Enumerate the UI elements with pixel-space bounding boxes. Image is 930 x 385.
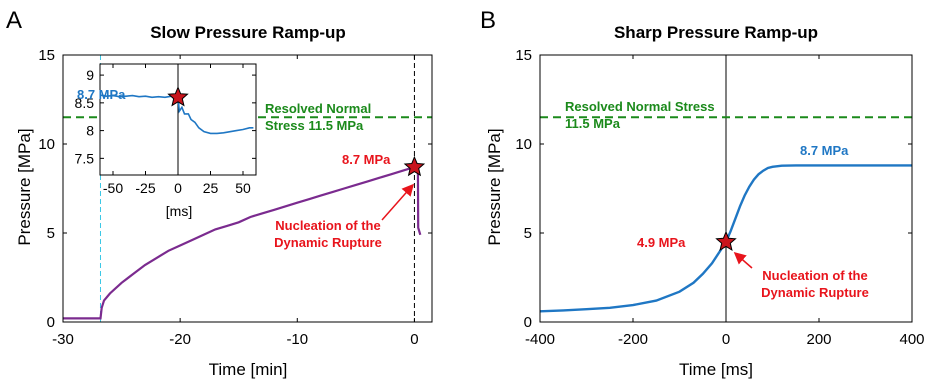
panel-b-ylabel: Pressure [MPa] (485, 128, 504, 245)
panel-a-xtick-label: -20 (169, 331, 191, 348)
panel-b-nucleation-arrow (733, 252, 753, 269)
panel-a-ytick-label: 0 (47, 314, 55, 331)
inset-ytick-label: 8.5 (75, 95, 95, 111)
panel-a-inset: -50 -25 0 25 50 7.5 8 8.5 9 (75, 63, 257, 196)
panel-a-nucleation-label-1: Nucleation of the (275, 218, 380, 233)
inset-series (99, 94, 254, 135)
panel-b-letter: B (480, 7, 496, 34)
panel-a: A Slow Pressure Ramp-up -30 -20 -10 0 0 5 10 15… (6, 7, 433, 379)
inset-label: 8.7 MPa (77, 87, 126, 102)
panel-b-xlabel: Time [ms] (679, 360, 753, 379)
inset-xtick-label: -50 (103, 180, 123, 196)
panel-a-ylabel: Pressure [MPa] (15, 128, 34, 245)
panel-b-star-label: 4.9 MPa (637, 235, 686, 250)
panel-a-xtick-label: 0 (410, 331, 418, 348)
panel-a-star-marker (403, 155, 426, 177)
panel-b-plateau-label: 8.7 MPa (800, 143, 849, 158)
panel-a-pressure-series (63, 166, 422, 320)
panel-b-stress-label-2: 11.5 MPa (565, 116, 621, 131)
panel-b-ytick-label: 0 (524, 314, 532, 331)
panel-b-ytick-label: 10 (515, 136, 532, 153)
panel-a-xtick-label: -10 (286, 331, 308, 348)
panel-b-xtick-label: 200 (806, 331, 831, 348)
panel-a-nucleation-label-2: Dynamic Rupture (274, 235, 382, 250)
panel-a-stress-label-1: Resolved Normal (265, 101, 371, 116)
panel-a-nucleation-arrow (381, 183, 414, 221)
inset-star-marker (167, 85, 189, 107)
inset-xtick-label: 0 (174, 180, 182, 196)
panel-b: B Sharp Pressure Ramp-up -400 -200 0 200 400… (480, 7, 925, 379)
panel-b-xtick-label: 0 (722, 331, 730, 348)
panel-a-xtick-label: -30 (52, 331, 74, 348)
panel-b-ytick-label: 5 (524, 225, 532, 242)
panel-a-ytick-label: 15 (38, 47, 55, 64)
panel-b-stress-label-1: Resolved Normal Stress (565, 99, 715, 114)
panel-a-xlabel: Time [min] (209, 360, 288, 379)
panel-b-star-marker (715, 230, 737, 252)
panel-b-plot: -400 -200 0 200 400 0 5 10 15 (515, 47, 924, 348)
inset-ytick-label: 8 (86, 123, 94, 139)
panel-b-pressure-series (539, 164, 912, 313)
panel-a-ytick-label: 5 (47, 225, 55, 242)
panel-b-ytick-label: 15 (515, 47, 532, 64)
panel-a-stress-label-2: Stress 11.5 MPa (265, 118, 364, 133)
inset-xlabel: [ms] (166, 203, 192, 219)
panel-b-nucleation-label-1: Nucleation of the (762, 268, 867, 283)
panel-a-ytick-label: 10 (38, 136, 55, 153)
inset-ytick-label: 9 (86, 67, 94, 83)
inset-ytick-label: 7.5 (75, 150, 95, 166)
inset-xtick-label: -25 (135, 180, 155, 196)
panel-b-xtick-label: -200 (618, 331, 648, 348)
inset-xtick-label: 50 (235, 180, 251, 196)
inset-xtick-label: 25 (203, 180, 219, 196)
panel-b-xtick-label: 400 (899, 331, 924, 348)
panel-b-title: Sharp Pressure Ramp-up (614, 23, 818, 42)
panel-a-frame (62, 54, 433, 323)
panel-b-nucleation-label-2: Dynamic Rupture (761, 285, 869, 300)
panel-b-xtick-label: -400 (525, 331, 555, 348)
panel-a-letter: A (6, 7, 22, 34)
panel-a-title: Slow Pressure Ramp-up (150, 23, 346, 42)
panel-a-peak-label: 8.7 MPa (342, 152, 391, 167)
